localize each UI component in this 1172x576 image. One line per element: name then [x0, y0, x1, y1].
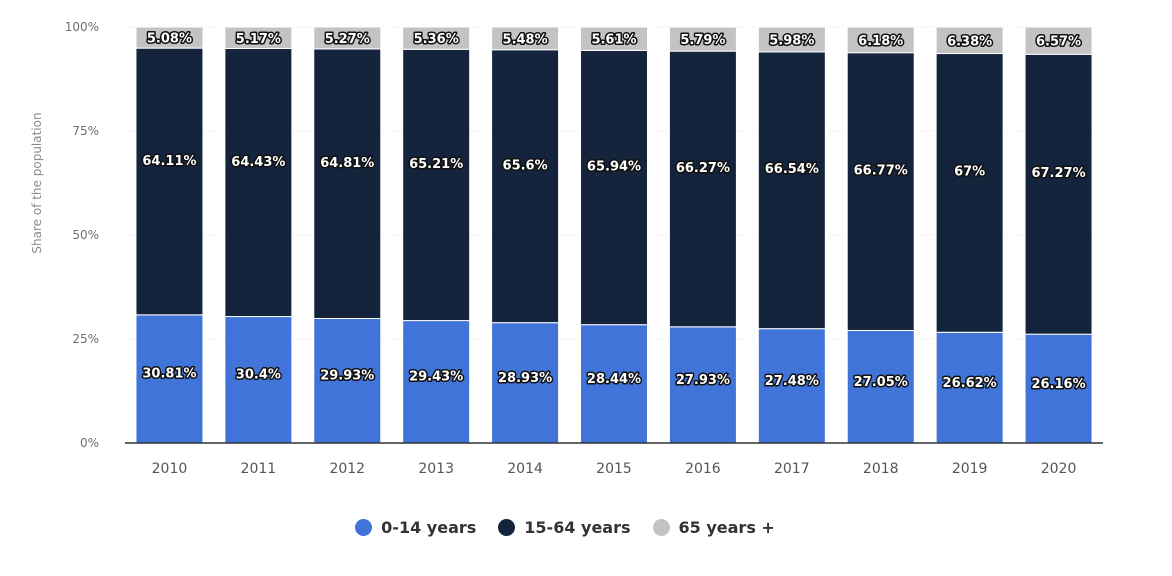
data-label: 67%: [954, 165, 985, 180]
y-axis-ticks: 0% 25% 50% 75% 100%: [65, 20, 99, 450]
data-label: 5.98%: [769, 33, 814, 48]
legend-item-65-plus[interactable]: 65 years +: [652, 518, 775, 537]
bar-segment-65-years--2015[interactable]: [580, 26, 648, 51]
bar-segment-0-14-years-2015[interactable]: [580, 324, 648, 444]
data-label: 28.44%: [587, 372, 641, 387]
bar-segment-15-64-years-2018[interactable]: [846, 52, 915, 331]
legend-label: 65 years +: [678, 518, 775, 537]
data-label: 67.27%: [1031, 166, 1085, 181]
data-label: 30.4%: [236, 367, 281, 382]
y-tick-label: 50%: [72, 228, 99, 242]
data-label: 5.79%: [680, 33, 725, 48]
data-label: 5.08%: [147, 32, 192, 47]
data-labels: 30.81% 64.11% 5.08% 30.4% 64.43% 5.17% 29.93% 6…: [141, 30, 1087, 394]
data-label: 66.27%: [676, 161, 730, 176]
x-tick-label: 2011: [241, 461, 277, 477]
y-tick-label: 75%: [72, 124, 99, 138]
bar-segment-15-64-years-2010[interactable]: [135, 47, 204, 316]
data-label: 6.57%: [1036, 35, 1081, 50]
bar-segment-0-14-years-2010[interactable]: [135, 314, 204, 444]
bar-segment-0-14-years-2011[interactable]: [224, 316, 293, 444]
data-label: 29.93%: [320, 369, 374, 384]
bar-segment-65-years--2016[interactable]: [668, 26, 737, 52]
data-label: 29.43%: [409, 370, 463, 385]
data-label: 28.93%: [498, 371, 552, 386]
bar-segment-65-years--2017[interactable]: [757, 26, 826, 53]
bar-segment-65-years--2013[interactable]: [402, 26, 471, 50]
bar-segment-0-14-years-2013[interactable]: [402, 320, 471, 444]
y-tick-label: 25%: [72, 332, 99, 346]
bar-segment-15-64-years-2016[interactable]: [668, 50, 737, 328]
data-label: 6.38%: [947, 34, 992, 49]
legend-label: 0-14 years: [381, 518, 477, 537]
x-tick-label: 2018: [863, 461, 899, 477]
bar-segment-0-14-years-2020[interactable]: [1024, 333, 1093, 444]
data-label: 26.16%: [1031, 377, 1085, 392]
x-tick-label: 2020: [1041, 461, 1077, 477]
x-tick-label: 2012: [329, 461, 365, 477]
bar-segment-15-64-years-2012[interactable]: [313, 48, 382, 319]
bars: [135, 26, 1093, 444]
bar-segment-0-14-years-2019[interactable]: [935, 331, 1004, 444]
x-tick-label: 2015: [596, 461, 632, 477]
data-label: 65.21%: [409, 157, 463, 172]
data-label: 27.93%: [676, 373, 730, 388]
data-label: 5.36%: [414, 32, 459, 47]
legend-item-0-14[interactable]: 0-14 years: [355, 518, 476, 537]
data-label: 5.61%: [591, 33, 636, 48]
bar-segment-15-64-years-2020[interactable]: [1024, 53, 1093, 335]
legend-dot-icon: [355, 519, 373, 536]
legend: 0-14 years 15-64 years 65 years +: [0, 518, 1130, 537]
bar-segment-15-64-years-2015[interactable]: [580, 49, 648, 326]
bar-segment-15-64-years-2017[interactable]: [757, 51, 826, 330]
y-tick-label: 0%: [80, 436, 99, 450]
data-label: 5.48%: [503, 32, 548, 47]
data-label: 66.77%: [854, 163, 908, 178]
bar-segment-0-14-years-2017[interactable]: [757, 328, 826, 444]
bar-segment-15-64-years-2013[interactable]: [402, 48, 471, 322]
bar-segment-15-64-years-2014[interactable]: [491, 49, 560, 324]
data-label: 30.81%: [142, 367, 196, 382]
y-tick-label: 100%: [65, 20, 99, 34]
legend-dot-icon: [652, 519, 670, 536]
bar-segment-65-years--2014[interactable]: [491, 26, 560, 51]
legend-label: 15-64 years: [524, 518, 631, 537]
bar-segment-65-years--2020[interactable]: [1024, 26, 1093, 55]
legend-item-15-64[interactable]: 15-64 years: [498, 518, 631, 537]
data-label: 65.94%: [587, 160, 641, 175]
data-label: 5.27%: [325, 32, 370, 47]
bar-segment-65-years--2012[interactable]: [313, 26, 382, 50]
x-tick-label: 2019: [952, 461, 988, 477]
bar-segment-65-years--2011[interactable]: [224, 26, 293, 50]
x-axis-ticks: 2010 2011 2012 2013 2014 2015 2016 2017 2018 2019…: [152, 461, 1077, 477]
bar-segment-0-14-years-2014[interactable]: [491, 322, 560, 444]
bar-segment-65-years--2018[interactable]: [846, 26, 915, 54]
data-label: 64.11%: [142, 154, 196, 169]
data-label: 27.48%: [765, 374, 819, 389]
y-axis-title: Share of the population: [30, 112, 44, 253]
data-label: 64.43%: [231, 155, 285, 170]
x-tick-label: 2016: [685, 461, 721, 477]
data-label: 6.18%: [858, 34, 903, 49]
x-tick-label: 2010: [152, 461, 188, 477]
data-label: 27.05%: [854, 375, 908, 390]
bar-segment-15-64-years-2019[interactable]: [935, 53, 1004, 333]
data-label: 26.62%: [943, 376, 997, 391]
bar-segment-65-years--2010[interactable]: [135, 26, 204, 49]
x-tick-label: 2017: [774, 461, 810, 477]
data-label: 5.17%: [236, 32, 281, 47]
x-tick-label: 2014: [507, 461, 543, 477]
bar-segment-15-64-years-2011[interactable]: [224, 48, 293, 318]
data-label: 66.54%: [765, 162, 819, 177]
data-label: 64.81%: [320, 156, 374, 171]
bar-segment-65-years--2019[interactable]: [935, 26, 1004, 55]
x-tick-label: 2013: [418, 461, 454, 477]
data-label: 65.6%: [503, 158, 548, 173]
legend-dot-icon: [498, 519, 516, 536]
